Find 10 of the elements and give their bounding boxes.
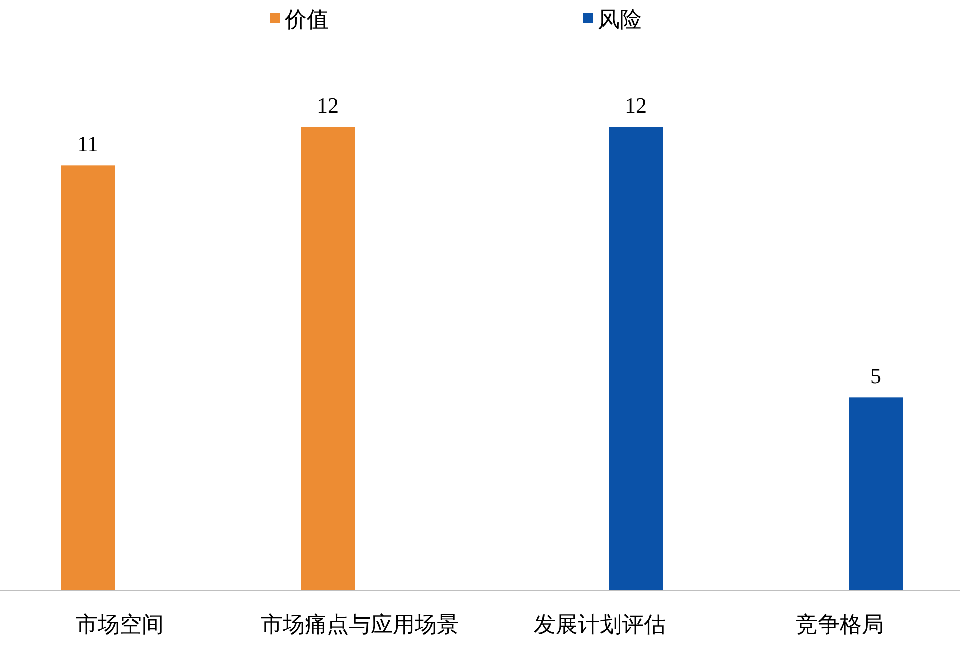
legend-label: 价值 [284,7,329,32]
x-tick-label: 竞争格局 [796,612,884,637]
data-label: 11 [77,132,99,157]
data-label: 5 [870,364,882,389]
x-tick-label: 发展计划评估 [534,612,666,637]
legend-label: 风险 [598,7,642,32]
data-label: 12 [625,93,647,118]
data-label: 12 [317,93,339,118]
x-tick-label: 市场痛点与应用场景 [261,612,459,637]
x-tick-label: 市场空间 [76,612,164,637]
